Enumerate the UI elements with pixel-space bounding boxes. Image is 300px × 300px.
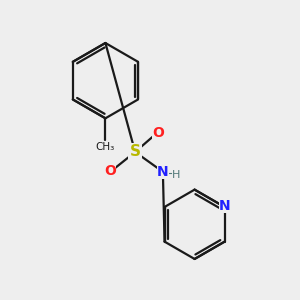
Text: O: O xyxy=(152,126,164,140)
Text: S: S xyxy=(130,145,141,160)
Text: O: O xyxy=(104,164,116,178)
Text: N: N xyxy=(157,165,169,179)
Text: CH₃: CH₃ xyxy=(96,142,115,152)
Text: H: H xyxy=(172,170,180,180)
Text: N: N xyxy=(219,199,230,213)
